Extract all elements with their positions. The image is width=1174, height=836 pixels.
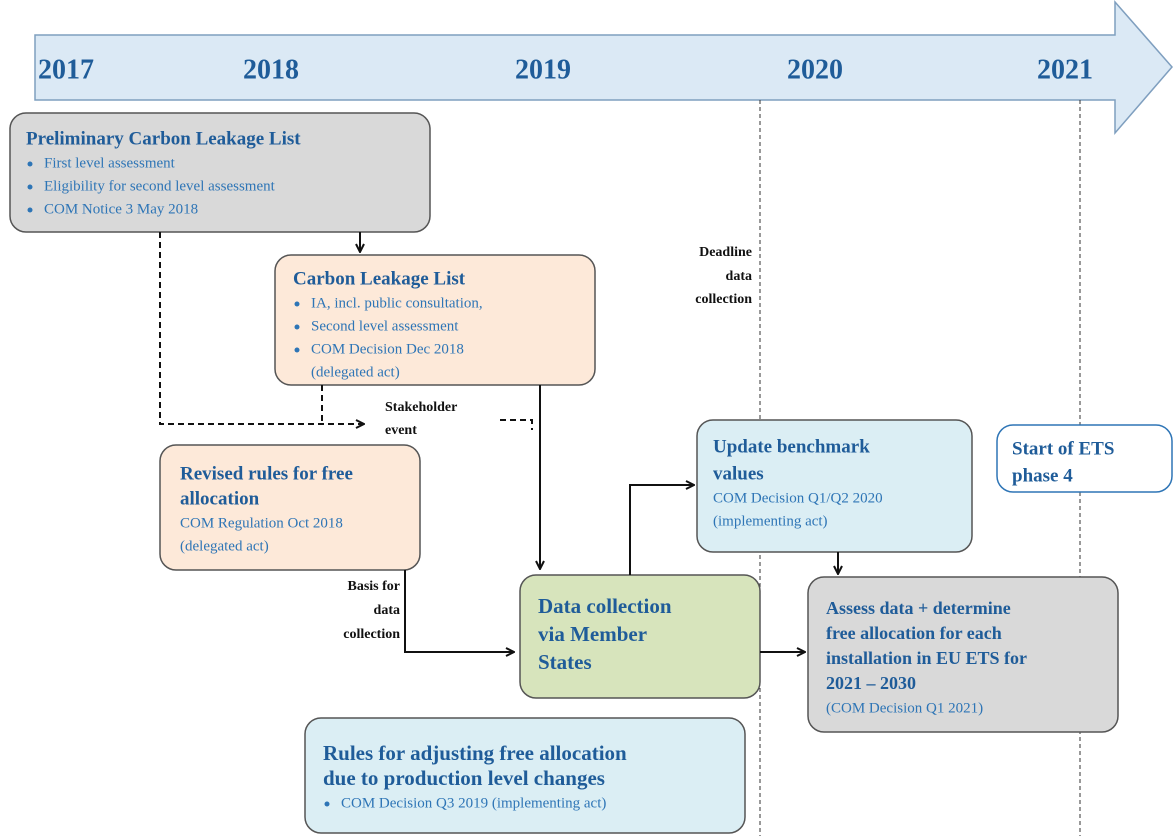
bullet-text: COM Decision Dec 2018 bbox=[311, 341, 464, 357]
label: data bbox=[726, 269, 752, 284]
box-title: Data collection bbox=[538, 594, 672, 618]
bullet bbox=[324, 801, 330, 807]
label: collection bbox=[695, 292, 752, 307]
bullet bbox=[27, 161, 33, 167]
label: Deadline bbox=[699, 245, 752, 260]
box-title: Start of ETS bbox=[1012, 438, 1114, 459]
box bbox=[274, 254, 596, 386]
note-text: (delegated act) bbox=[180, 538, 269, 554]
year: 2020 bbox=[787, 54, 843, 85]
bullet-text: First level assessment bbox=[44, 155, 176, 171]
box-title: free allocation for each bbox=[826, 623, 1002, 643]
note-text: (delegated act) bbox=[311, 364, 400, 380]
bullet bbox=[294, 324, 300, 330]
box bbox=[996, 424, 1173, 493]
label: event bbox=[385, 423, 417, 438]
box bbox=[696, 419, 973, 553]
connector bbox=[404, 570, 514, 652]
label: Stakeholder bbox=[385, 400, 457, 415]
box-title: 2021 – 2030 bbox=[826, 673, 916, 693]
bullet-text: IA, incl. public consultation, bbox=[311, 295, 483, 311]
box-title: values bbox=[713, 463, 764, 484]
note-text: COM Decision Q1/Q2 2020 bbox=[713, 490, 883, 506]
note-text: (implementing act) bbox=[713, 513, 828, 529]
connector bbox=[159, 232, 364, 424]
box-title: phase 4 bbox=[1012, 465, 1073, 486]
bullet bbox=[294, 347, 300, 353]
box bbox=[807, 576, 1119, 733]
bullet-text: Eligibility for second level assessment bbox=[44, 178, 276, 194]
boxes: Preliminary Carbon Leakage List First lev… bbox=[9, 112, 1173, 834]
label: data bbox=[374, 603, 400, 618]
box bbox=[304, 717, 746, 834]
box-title: installation in EU ETS for bbox=[826, 648, 1027, 668]
box-title: Carbon Leakage List bbox=[293, 268, 466, 289]
box-title: via Member bbox=[538, 622, 647, 646]
bullet bbox=[27, 207, 33, 213]
bullet-text: COM Notice 3 May 2018 bbox=[44, 201, 198, 217]
year: 2017 bbox=[38, 54, 94, 85]
timeline-arrow bbox=[34, 0, 1173, 136]
note-text: (COM Decision Q1 2021) bbox=[826, 700, 983, 716]
connector bbox=[629, 485, 694, 575]
bullet-text: Second level assessment bbox=[311, 318, 459, 334]
year: 2021 bbox=[1037, 54, 1093, 85]
box bbox=[9, 112, 431, 233]
box bbox=[159, 444, 421, 571]
bullet-text: COM Decision Q3 2019 (implementing act) bbox=[341, 795, 606, 811]
year: 2018 bbox=[243, 54, 299, 85]
box-title: Revised rules for free bbox=[180, 463, 353, 484]
bullet bbox=[294, 301, 300, 307]
box bbox=[519, 574, 761, 699]
box-title: due to production level changes bbox=[323, 766, 605, 790]
label: collection bbox=[343, 627, 400, 642]
box-title: allocation bbox=[180, 488, 260, 509]
box-title: States bbox=[538, 650, 592, 674]
box-title: Preliminary Carbon Leakage List bbox=[26, 128, 301, 149]
box-title: Update benchmark bbox=[713, 436, 870, 457]
label: Basis for bbox=[348, 579, 401, 594]
box-title: Assess data + determine bbox=[826, 598, 1011, 618]
box-title: Rules for adjusting free allocation bbox=[323, 741, 627, 765]
year: 2019 bbox=[515, 54, 571, 85]
connector bbox=[500, 419, 533, 430]
bullet bbox=[27, 184, 33, 190]
note-text: COM Regulation Oct 2018 bbox=[180, 515, 343, 531]
